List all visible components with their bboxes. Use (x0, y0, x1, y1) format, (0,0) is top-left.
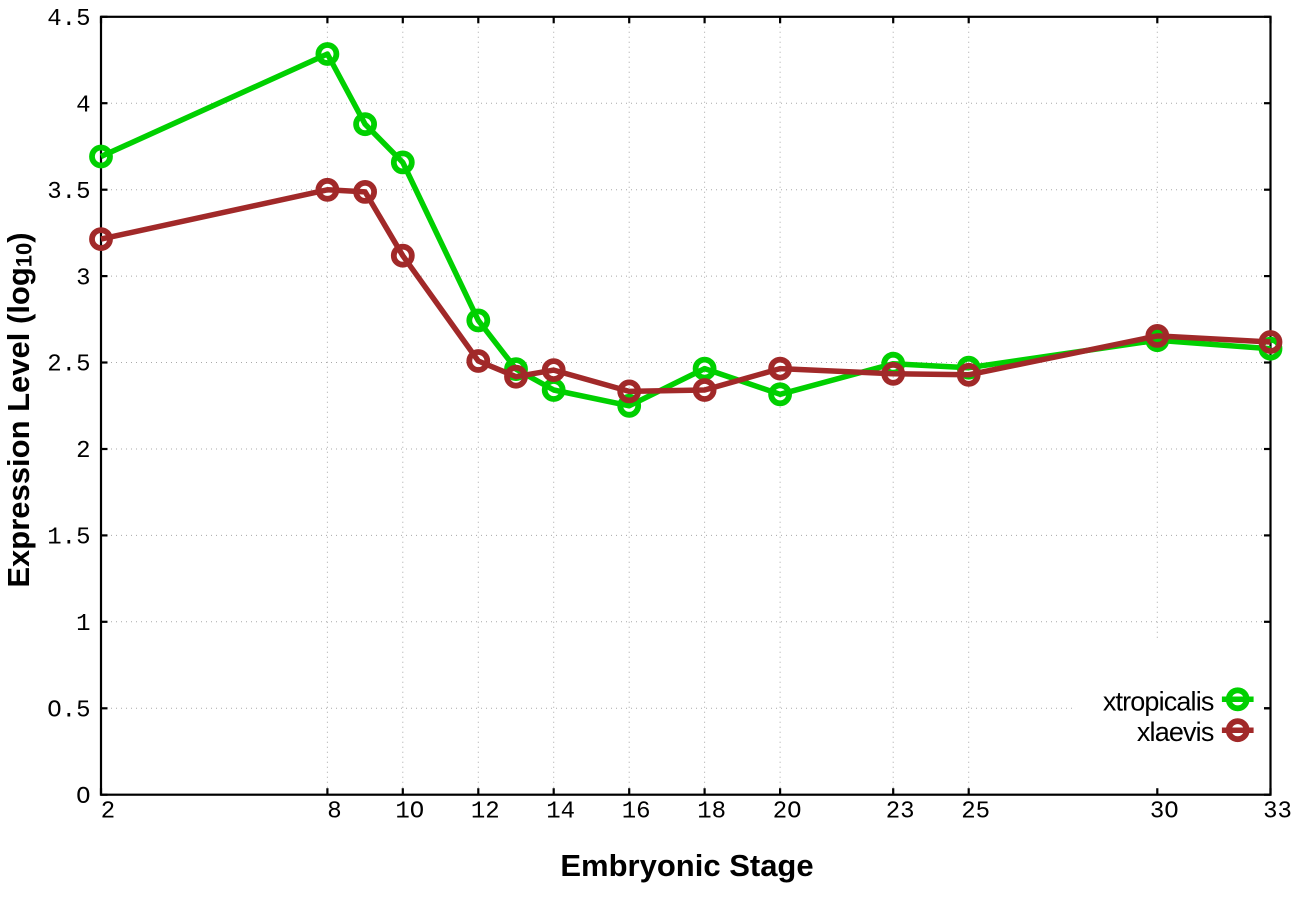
svg-text:25: 25 (961, 799, 990, 826)
svg-text:4.5: 4.5 (47, 6, 90, 33)
svg-text:3O: 3O (1150, 799, 1179, 826)
svg-text:12: 12 (471, 799, 500, 826)
svg-text:xlaevis: xlaevis (1137, 717, 1214, 747)
svg-text:Embryonic Stage: Embryonic Stage (560, 848, 813, 883)
svg-text:18: 18 (697, 799, 726, 826)
svg-text:O: O (76, 784, 90, 811)
svg-text:1.5: 1.5 (47, 525, 90, 552)
svg-text:1: 1 (76, 611, 90, 638)
svg-text:33: 33 (1263, 799, 1292, 826)
svg-text:1O: 1O (395, 799, 424, 826)
svg-text:14: 14 (546, 799, 575, 826)
svg-text:16: 16 (622, 799, 651, 826)
svg-text:O.5: O.5 (47, 698, 90, 725)
svg-text:4: 4 (76, 92, 90, 119)
svg-text:8: 8 (327, 799, 341, 826)
svg-text:2: 2 (76, 438, 90, 465)
svg-text:Expression Level (log10): Expression Level (log10) (1, 232, 37, 587)
svg-text:2: 2 (101, 799, 115, 826)
svg-text:xtropicalis: xtropicalis (1103, 686, 1214, 716)
svg-text:3.5: 3.5 (47, 179, 90, 206)
svg-text:2.5: 2.5 (47, 352, 90, 379)
svg-text:23: 23 (886, 799, 915, 826)
svg-text:2O: 2O (773, 799, 802, 826)
svg-text:3: 3 (76, 265, 90, 292)
